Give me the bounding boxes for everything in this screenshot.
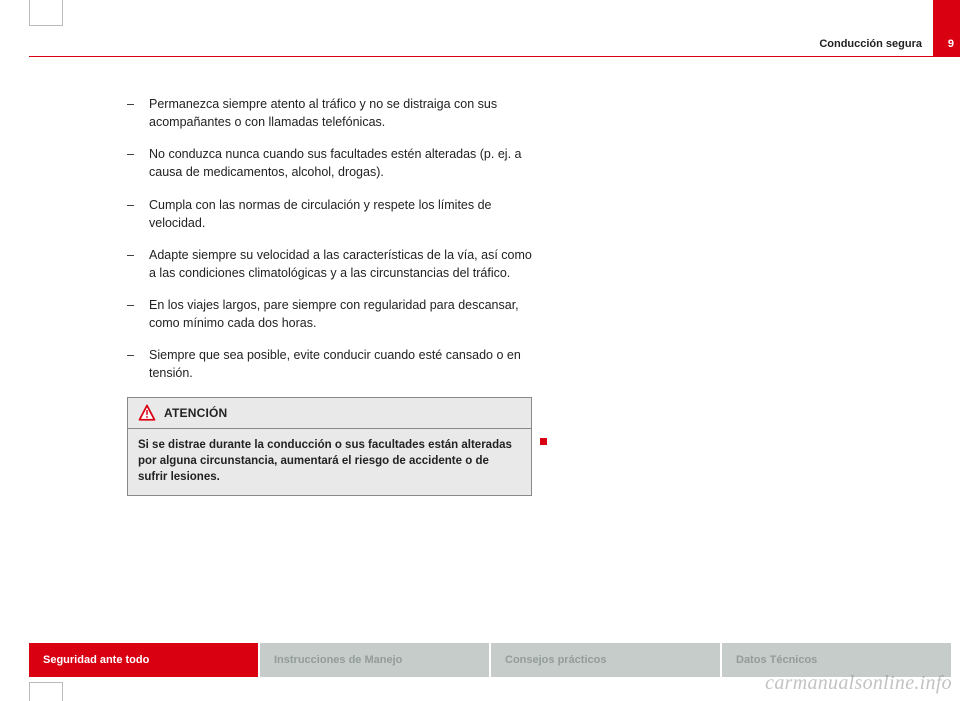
list-item: –Cumpla con las normas de circulación y … [127,196,532,232]
bullet-list: –Permanezca siempre atento al tráfico y … [127,95,532,383]
tab-label: Seguridad ante todo [43,654,149,666]
footer-tabs: Seguridad ante todo Instrucciones de Man… [29,643,960,677]
warning-box: ATENCIÓN Si se distrae durante la conduc… [127,397,532,496]
dash-icon: – [127,296,134,314]
list-item: –Adapte siempre su velocidad a las carac… [127,246,532,282]
dash-icon: – [127,145,134,163]
page-root: Conducción segura 9 –Permanezca siempre … [0,0,960,701]
list-item-text: Siempre que sea posible, evite conducir … [149,348,521,380]
warning-triangle-icon [138,404,156,422]
dash-icon: – [127,246,134,264]
list-item: –Siempre que sea posible, evite conducir… [127,346,532,382]
tab-consejos[interactable]: Consejos prácticos [491,643,720,677]
top-left-box [29,0,63,26]
list-item-text: No conduzca nunca cuando sus facultades … [149,147,521,179]
dash-icon: – [127,196,134,214]
list-item-text: En los viajes largos, pare siempre con r… [149,298,519,330]
list-item: –En los viajes largos, pare siempre con … [127,296,532,332]
page-number-tab [933,0,960,57]
warning-header: ATENCIÓN [128,398,531,429]
tab-label: Consejos prácticos [505,654,606,666]
list-item-text: Cumpla con las normas de circulación y r… [149,198,492,230]
section-end-marker [536,433,547,451]
tab-label: Instrucciones de Manejo [274,654,402,666]
tab-datos[interactable]: Datos Técnicos [722,643,951,677]
list-item: –Permanezca siempre atento al tráfico y … [127,95,532,131]
list-item-text: Adapte siempre su velocidad a las caract… [149,248,532,280]
bottom-left-box [29,682,63,701]
tab-seguridad[interactable]: Seguridad ante todo [29,643,258,677]
content-column: –Permanezca siempre atento al tráfico y … [127,95,532,496]
dash-icon: – [127,346,134,364]
dash-icon: – [127,95,134,113]
tab-label: Datos Técnicos [736,654,817,666]
page-number: 9 [948,38,954,50]
list-item: –No conduzca nunca cuando sus facultades… [127,145,532,181]
list-item-text: Permanezca siempre atento al tráfico y n… [149,97,497,129]
tab-instrucciones[interactable]: Instrucciones de Manejo [260,643,489,677]
warning-label: ATENCIÓN [164,406,227,420]
header-rule [29,56,933,57]
warning-body: Si se distrae durante la conducción o su… [128,429,531,495]
section-title: Conducción segura [819,38,922,50]
